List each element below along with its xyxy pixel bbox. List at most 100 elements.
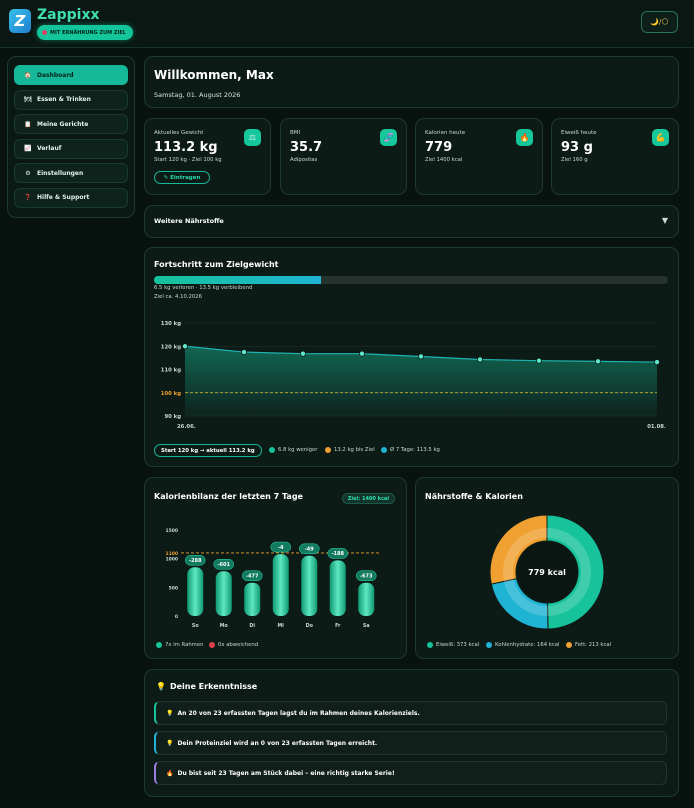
weight-point: [358, 350, 365, 357]
stat-label: Eiweiß heute: [561, 130, 597, 136]
sidebar-item-label: Hilfe & Support: [37, 194, 90, 201]
stat-sub: Ziel 1400 kcal: [425, 157, 463, 163]
bar-label-pill: [185, 555, 206, 566]
calorie-balance-card: Kalorienbilanz der letzten 7 Tage Ziel: …: [144, 477, 407, 659]
nutrients-card: Nährstoffe & Kalorien 779 kcal Eiweiß: 3…: [415, 477, 679, 659]
lightbulb-icon: 💡: [166, 709, 174, 717]
stat-card-bmi: BMI 35.7 Adipositas 🧬: [280, 118, 407, 195]
weight-area: [185, 346, 657, 416]
sidebar-item-label: Essen & Trinken: [37, 96, 91, 103]
calorie-bar: [358, 582, 375, 616]
legend-label: Kohlenhydrate: 164 kcal: [495, 642, 560, 648]
legend-item: Ø 7 Tage: 113.5 kg: [381, 447, 440, 453]
progress-line1: 6.5 kg verloren · 13.5 kg verbleibend: [154, 285, 253, 291]
nutrients-donut: 779 kcal: [489, 514, 605, 630]
legend-dot: [209, 642, 215, 648]
legend-dot: [156, 642, 162, 648]
weight-progress-card: Fortschritt zum Zielgewicht 6.5 kg verlo…: [144, 247, 679, 467]
legend-label: Fett: 213 kcal: [575, 642, 612, 648]
legend-item: 7x im Rahmen: [156, 642, 203, 648]
lightbulb-icon: 💡: [156, 682, 166, 691]
weight-chart: 130 kg 120 kg 110 kg 100 kg 90 kg 26.06. 01.08…: [161, 321, 666, 430]
stat-label: BMI: [290, 130, 301, 136]
sidebar-item-hilfe-support[interactable]: ❓ Hilfe & Support: [14, 187, 128, 208]
legend-dot: [269, 447, 275, 453]
sidebar-item-meine-gerichte[interactable]: 📋 Meine Gerichte: [14, 114, 128, 134]
flame-icon: 🔥: [516, 129, 533, 146]
top-bar: Z Zappixx MIT ERNÄHRUNG ZUM ZIEL 🌙/🌕: [0, 0, 694, 48]
legend-dot: [486, 642, 492, 648]
insights-card: 💡 Deine Erkenntnisse 💡 An 20 von 23 erfass…: [144, 669, 679, 797]
legend-item: 13.2 kg bis Ziel: [325, 447, 375, 453]
weight-point: [241, 349, 248, 356]
calorie-bar: [244, 582, 261, 616]
stat-card-weight: Aktuelles Gewicht 113.2 kg Start 120 kg …: [144, 118, 271, 195]
legend-item: Eiweiß: 373 kcal: [427, 642, 479, 648]
stat-label: Kalorien heute: [425, 130, 466, 136]
y-tick-label: 0: [175, 614, 178, 620]
x-tick-label: Fr: [335, 623, 341, 629]
app-name: Zappixx: [37, 7, 100, 23]
legend-dot: [566, 642, 572, 648]
sidebar-item-label: Meine Gerichte: [37, 120, 89, 128]
app-logo[interactable]: Z: [9, 9, 31, 33]
bar-label-pill: [327, 548, 348, 559]
insight-item: 💡 An 20 von 23 erfassten Tagen lagst du i…: [154, 701, 667, 725]
sidebar-item-label: Dashboard: [37, 71, 74, 79]
bar-label: -673: [360, 573, 373, 579]
stat-card-calories: Kalorien heute 779 Ziel 1400 kcal 🔥: [415, 118, 543, 195]
goal-badge: Ziel: 1400 kcal: [341, 493, 395, 504]
welcome-card: Willkommen, Max Samstag, 01. August 2026: [144, 56, 679, 108]
lightbulb-icon: 💡: [166, 739, 174, 747]
settings-icon: ⚙: [25, 169, 31, 177]
sidebar-item-label: Verlauf: [37, 145, 62, 152]
bar-label-pill: [270, 541, 291, 553]
logo-letter: Z: [14, 12, 26, 30]
insight-text: Du bist seit 23 Tagen am Stück dabei – e…: [177, 769, 395, 777]
legend-label: Eiweiß: 373 kcal: [436, 642, 480, 648]
sidebar-item-einstellungen[interactable]: ⚙ Einstellungen: [14, 163, 128, 183]
y-tick-label: 500: [169, 585, 178, 591]
sidebar-item-dashboard[interactable]: 🏠 Dashboard: [14, 65, 128, 85]
bmi-icon: 🧬: [380, 129, 397, 146]
heart-icon: [42, 30, 47, 35]
progress-bar: [154, 276, 668, 284]
calorie-bar-chart: 0 500 1000 1500 1100 -288 So -601 Mo -477 Di -4 Mi -4…: [165, 528, 381, 629]
y-tick-label: 90 kg: [164, 414, 181, 420]
donut-inner-ring: [503, 528, 591, 616]
bar-label-pill: [213, 559, 234, 570]
insights-title: Deine Erkenntnisse: [169, 682, 258, 691]
x-tick-label: Do: [306, 623, 314, 629]
calorie-bar: [272, 554, 289, 616]
nutrients-title: Nährstoffe & Kalorien: [425, 492, 523, 501]
legend-label: 13.2 kg bis Ziel: [334, 447, 375, 453]
bar-label: -477: [246, 573, 259, 579]
start-current-pill: Start 120 kg → aktuell 113.2 kg: [154, 444, 262, 457]
enter-weight-button[interactable]: ✎ Eintragen: [154, 171, 210, 184]
weight-point: [535, 357, 542, 364]
x-tick-label: Mo: [220, 623, 229, 629]
x-tick-label: Mi: [278, 623, 285, 629]
calorie-bar: [215, 571, 232, 616]
sidebar-item-essen-trinken[interactable]: 🍽 Essen & Trinken: [14, 89, 128, 110]
calorie-bar: [301, 555, 318, 616]
y-tick-label: 120 kg: [161, 344, 181, 350]
bar-label: -49: [305, 547, 315, 553]
stat-value: 779: [425, 140, 453, 155]
theme-toggle-button[interactable]: 🌙/🌕: [641, 11, 678, 33]
progress-fill: [154, 276, 322, 284]
more-nutrients-toggle[interactable]: Weitere Nährstoffe ▼: [144, 205, 679, 238]
stat-value: 93 g: [561, 140, 593, 155]
legend-label: 0x abweichend: [218, 642, 259, 648]
bar-label-pill: [299, 543, 320, 555]
sidebar-item-verlauf[interactable]: 📈 Verlauf: [14, 138, 128, 159]
stat-value: 113.2 kg: [154, 140, 218, 155]
stat-sub: Ziel 160 g: [561, 157, 588, 163]
history-icon: 📈: [24, 145, 32, 152]
x-tick-label: Sa: [363, 623, 370, 629]
y-tick-label: 1000: [165, 557, 178, 563]
donut-slice: [546, 514, 605, 630]
x-tick-label: 26.06.: [177, 424, 196, 430]
legend-label: Ø 7 Tage: 113.5 kg: [390, 447, 440, 453]
bar-label-pill: [356, 570, 377, 581]
